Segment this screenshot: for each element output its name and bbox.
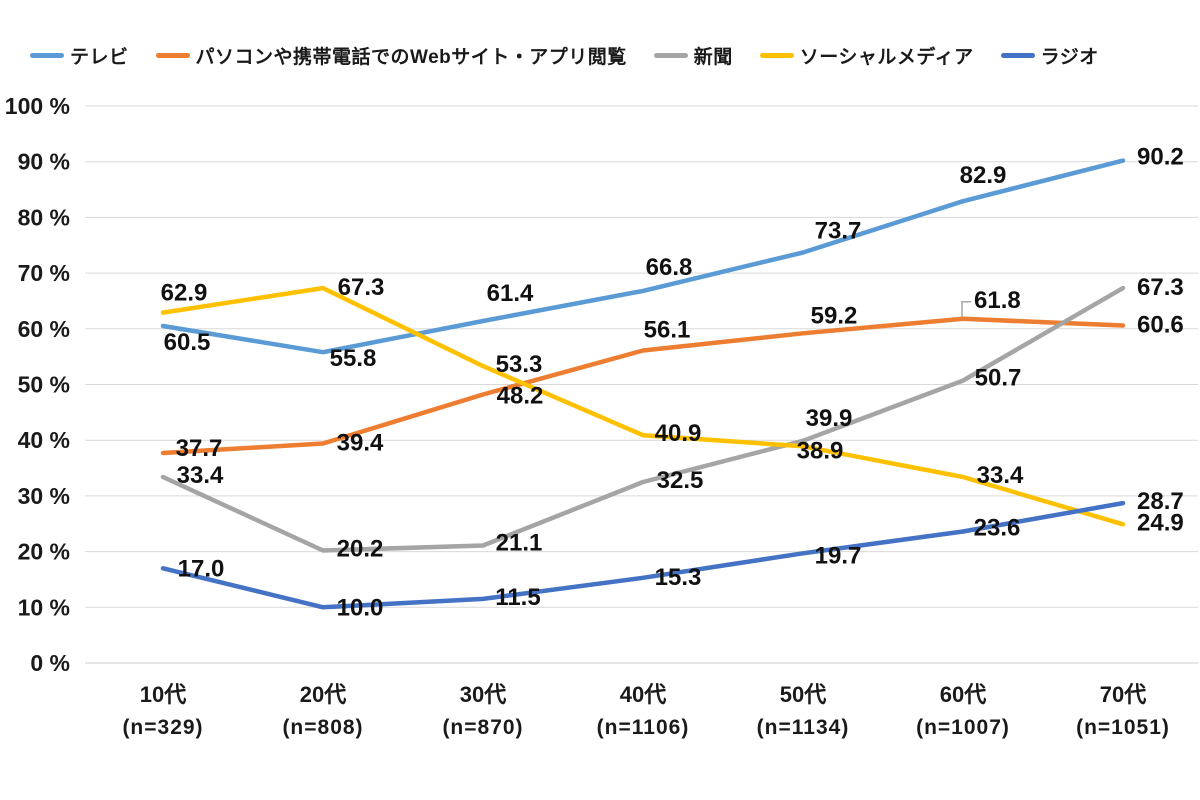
series-line-newspaper xyxy=(160,285,1126,553)
y-tick-label: 70 % xyxy=(18,260,70,286)
x-category-sublabel: (n=1106) xyxy=(597,716,690,739)
data-label-web-70代: 60.6 xyxy=(1137,312,1184,339)
x-category-sublabel: (n=1134) xyxy=(757,716,850,739)
y-tick-label: 100 % xyxy=(5,93,70,119)
legend-item-tv: テレビ xyxy=(30,42,129,69)
data-label-tv-10代: 60.5 xyxy=(164,329,211,356)
chart-legend: テレビ パソコンや携帯電話でのWebサイト・アプリ閲覧 新聞 ソーシャルメディア ラジオ xyxy=(30,42,1190,69)
x-category-label: 30代 xyxy=(460,682,506,707)
data-label-radio-40代: 15.3 xyxy=(655,564,702,591)
series-line-social xyxy=(160,285,1126,527)
y-tick-label: 40 % xyxy=(18,427,70,453)
legend-label: 新聞 xyxy=(693,47,733,68)
y-tick-label: 50 % xyxy=(18,372,70,398)
data-label-web-50代: 59.2 xyxy=(811,302,858,329)
data-label-web-10代: 37.7 xyxy=(176,435,223,462)
legend-label: テレビ xyxy=(70,47,129,68)
series-line-tv xyxy=(160,158,1126,355)
data-label-tv-70代: 90.2 xyxy=(1137,144,1184,171)
data-label-radio-20代: 10.0 xyxy=(337,594,384,621)
y-tick-label: 90 % xyxy=(18,149,70,175)
series-line-web xyxy=(160,316,1126,456)
x-category-label: 10代 xyxy=(140,682,186,707)
legend-item-newspaper: 新聞 xyxy=(653,42,733,69)
data-label-web-30代: 48.2 xyxy=(497,383,544,410)
y-tick-label: 10 % xyxy=(18,594,70,620)
data-label-social-20代: 67.3 xyxy=(338,274,385,301)
data-label-newspaper-30代: 21.1 xyxy=(496,530,543,557)
data-label-web-60代: 61.8 xyxy=(974,287,1021,314)
x-category-label: 40代 xyxy=(620,682,666,707)
x-category-label: 50代 xyxy=(780,682,826,707)
data-label-web-40代: 56.1 xyxy=(644,317,691,344)
data-label-web-20代: 39.4 xyxy=(337,430,384,457)
legend-line-swatch xyxy=(1000,53,1035,58)
legend-item-social: ソーシャルメディア xyxy=(759,42,974,69)
data-label-social-50代: 38.9 xyxy=(797,437,844,464)
legend-item-radio: ラジオ xyxy=(1000,42,1099,69)
data-label-tv-50代: 73.7 xyxy=(815,218,862,245)
data-label-social-10代: 62.9 xyxy=(161,280,208,307)
y-tick-label: 60 % xyxy=(18,316,70,342)
data-label-radio-10代: 17.0 xyxy=(178,555,225,582)
data-label-tv-20代: 55.8 xyxy=(330,345,377,372)
data-label-newspaper-60代: 50.7 xyxy=(975,365,1022,392)
data-label-tv-60代: 82.9 xyxy=(960,162,1007,189)
data-label-newspaper-10代: 33.4 xyxy=(177,462,224,489)
data-label-social-70代: 24.9 xyxy=(1137,509,1184,536)
data-label-newspaper-40代: 32.5 xyxy=(657,467,704,494)
legend-line-swatch xyxy=(30,53,64,58)
data-label-radio-70代: 28.7 xyxy=(1137,488,1184,515)
series-line-radio xyxy=(160,500,1126,610)
x-category-sublabel: (n=870) xyxy=(442,716,523,739)
x-category-label: 20代 xyxy=(300,682,346,707)
data-label-radio-50代: 19.7 xyxy=(815,542,862,569)
x-category-label: 60代 xyxy=(940,682,986,707)
y-tick-label: 80 % xyxy=(18,204,70,230)
y-tick-label: 30 % xyxy=(18,483,70,509)
legend-label: パソコンや携帯電話でのWebサイト・アプリ閲覧 xyxy=(195,47,627,68)
data-label-radio-30代: 11.5 xyxy=(495,584,540,611)
legend-line-swatch xyxy=(155,53,190,58)
x-category-sublabel: (n=808) xyxy=(282,716,363,739)
data-label-newspaper-70代: 67.3 xyxy=(1137,274,1184,301)
data-label-tv-30代: 61.4 xyxy=(487,280,534,307)
data-label-social-60代: 33.4 xyxy=(977,462,1024,489)
data-label-callout xyxy=(961,301,971,317)
x-category-label: 70代 xyxy=(1100,682,1146,707)
data-label-newspaper-20代: 20.2 xyxy=(337,536,384,563)
y-tick-label: 20 % xyxy=(18,539,70,565)
x-category-sublabel: (n=1051) xyxy=(1076,716,1170,739)
legend-label: ラジオ xyxy=(1040,47,1099,68)
data-label-social-30代: 53.3 xyxy=(496,351,543,378)
x-category-sublabel: (n=329) xyxy=(122,716,203,739)
legend-line-swatch xyxy=(653,53,688,58)
legend-line-swatch xyxy=(759,53,794,58)
data-label-social-40代: 40.9 xyxy=(655,420,702,447)
legend-label: ソーシャルメディア xyxy=(799,47,974,68)
x-category-sublabel: (n=1007) xyxy=(916,716,1010,739)
y-tick-label: 0 % xyxy=(30,650,70,676)
legend-item-web: パソコンや携帯電話でのWebサイト・アプリ閲覧 xyxy=(155,42,627,69)
data-label-tv-40代: 66.8 xyxy=(646,254,693,281)
data-label-newspaper-50代: 39.9 xyxy=(806,405,853,432)
data-label-radio-60代: 23.6 xyxy=(974,515,1021,542)
